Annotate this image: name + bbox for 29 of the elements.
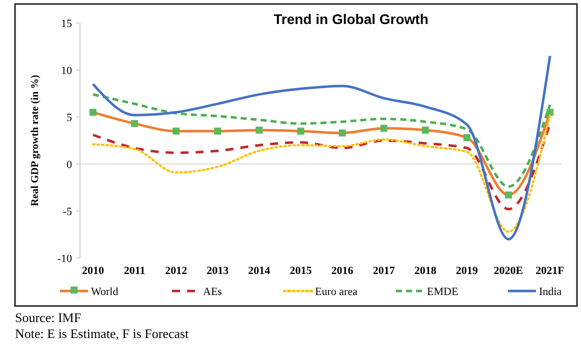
y-tick-label: 10 xyxy=(61,64,72,77)
x-tick-label: 2012 xyxy=(165,265,188,277)
legend-label: World xyxy=(91,286,119,298)
x-tick-label: 2015 xyxy=(290,265,312,277)
x-tick-label: 2021F xyxy=(536,265,565,277)
source-note: Source: IMF xyxy=(15,310,82,325)
legend-label: Euro area xyxy=(315,286,358,298)
x-tick-label: 2014 xyxy=(248,265,271,277)
y-tick-label: 0 xyxy=(66,158,72,171)
x-tick-label: 2018 xyxy=(414,265,437,277)
line-series xyxy=(92,54,552,240)
y-axis-title: Real GDP growth rate (in %) xyxy=(30,74,41,206)
y-tick-label: -10 xyxy=(57,252,72,265)
legend-label: EMDE xyxy=(427,286,458,298)
x-tick-label: 2013 xyxy=(206,265,230,277)
chart-title: Trend in Global Growth xyxy=(274,11,428,27)
x-tick-label: 2010 xyxy=(82,265,104,277)
x-tick-label: 2016 xyxy=(331,265,354,277)
legend-label: AEs xyxy=(203,286,222,298)
x-tick-label: 2019 xyxy=(456,265,478,277)
y-tick-label: 15 xyxy=(61,18,72,30)
legend-label: India xyxy=(539,286,562,298)
x-tick-label: 2017 xyxy=(372,265,396,277)
text: Note: E is Estimate, F is Forecast xyxy=(15,326,190,341)
y-tick-label: 5 xyxy=(66,112,72,124)
x-tick-label: 2020E xyxy=(494,265,524,277)
y-tick-label: -5 xyxy=(62,206,72,218)
line-series xyxy=(92,93,552,188)
x-tick-label: 2011 xyxy=(124,265,146,277)
